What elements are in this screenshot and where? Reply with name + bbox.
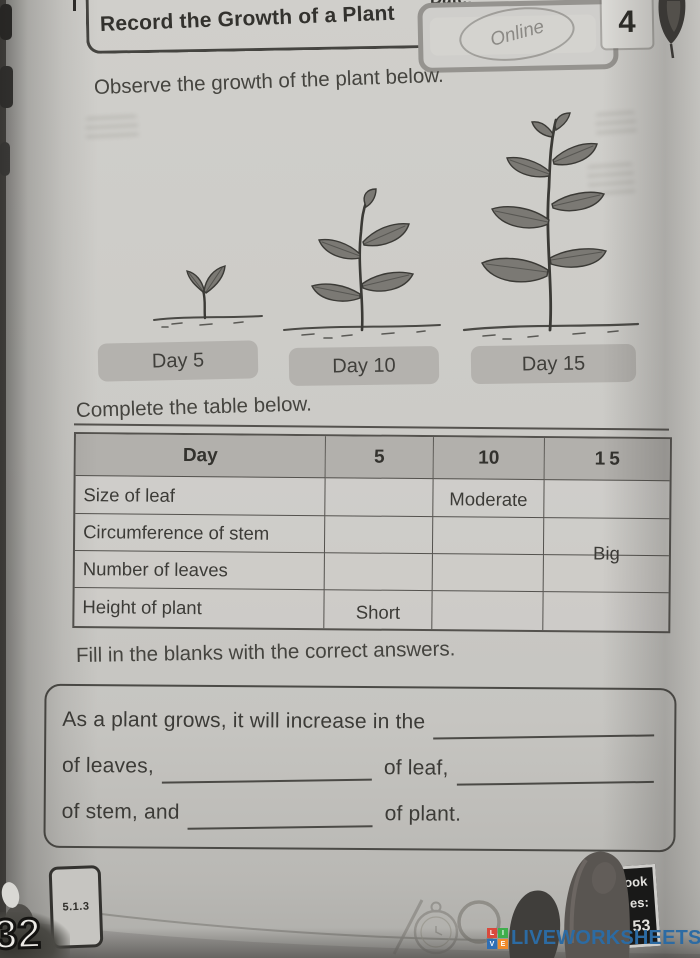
unit-number: 4 xyxy=(618,3,636,40)
plant-illustration-day10 xyxy=(283,188,441,339)
table-header-day: Day xyxy=(75,434,326,479)
fill-line-2: of leaves, of leaf, xyxy=(61,753,658,786)
row-label-circumference: Circumference of stem xyxy=(74,514,326,554)
date-answer-box[interactable]: Online xyxy=(417,0,619,74)
day10-label-pill: Day 10 xyxy=(288,345,440,387)
corner-leaf-illustration xyxy=(658,0,686,59)
photo-edge-blob xyxy=(0,66,13,108)
fill-line-3-text-b: of plant. xyxy=(384,802,462,826)
table-cell-sizeofleaf-day5[interactable] xyxy=(325,478,434,518)
answer-blank-4[interactable] xyxy=(187,801,373,830)
photo-edge-blob xyxy=(0,4,12,40)
handwritten-date: Online xyxy=(487,16,547,51)
liveworksheets-wordmark: LIVEWORKSHEETS xyxy=(511,927,700,949)
liveworksheets-logo-icon: L I V E xyxy=(487,928,508,949)
logo-square-l: L xyxy=(487,928,497,938)
table-cell-sizeofleaf-day10[interactable]: Moderate xyxy=(433,479,545,519)
table-cell-height-day5[interactable]: Short xyxy=(324,590,433,630)
logo-square-i: I xyxy=(498,928,508,938)
table-header-10: 10 xyxy=(433,437,545,481)
unit-number-box: 4 xyxy=(601,0,653,49)
answer-blank-3[interactable] xyxy=(456,756,654,786)
handwritten-scribble-circle: Online xyxy=(456,0,578,68)
plant-illustration-day5 xyxy=(153,265,263,328)
table-cell-numberofleaves-day5[interactable] xyxy=(324,553,433,592)
table-cell-sizeofleaf-day15[interactable] xyxy=(544,480,670,520)
day15-label: Day 15 xyxy=(521,352,586,375)
photo-edge-blob xyxy=(0,142,10,176)
answer-blank-2[interactable] xyxy=(161,754,372,784)
day15-label-pill: Day 15 xyxy=(470,343,637,385)
logo-square-v: V xyxy=(487,939,497,949)
day5-label: Day 5 xyxy=(151,348,205,373)
fill-line-2-text-b: of leaf, xyxy=(383,756,449,780)
table-cell-height-day15[interactable] xyxy=(543,592,668,631)
liveworksheets-watermark[interactable]: L I V E LIVEWORKSHEETS xyxy=(487,927,700,950)
growth-table: Day 5 10 15 Size of leaf Moderate Circum… xyxy=(72,432,672,634)
fill-line-3-text-a: of stem, and xyxy=(61,799,180,824)
row-label-number-of-leaves: Number of leaves xyxy=(74,551,325,591)
row-label-height-of-plant: Height of plant xyxy=(74,588,325,629)
photo-artifact-line xyxy=(73,0,76,11)
table-cell-height-day10[interactable] xyxy=(432,591,544,631)
table-cell-numberofleaves-day10[interactable] xyxy=(432,554,544,593)
table-header-15: 15 xyxy=(544,438,670,482)
fill-line-2-text-a: of leaves, xyxy=(61,753,154,778)
fill-line-1-text: As a plant grows, it will increase in th… xyxy=(62,707,426,734)
fill-blanks-box: As a plant grows, it will increase in th… xyxy=(43,683,677,853)
fill-line-1: As a plant grows, it will increase in th… xyxy=(62,707,658,740)
day5-label-pill: Day 5 xyxy=(97,340,259,382)
logo-square-e: E xyxy=(498,939,508,949)
ink-bleedthrough-smudge xyxy=(85,114,139,144)
day10-label: Day 10 xyxy=(332,354,396,377)
table-cell-circumference-day5[interactable] xyxy=(324,516,434,555)
row-label-size-of-leaf: Size of leaf xyxy=(75,476,326,517)
table-cell-circumference-day10[interactable] xyxy=(432,517,545,556)
answer-blank-1[interactable] xyxy=(432,710,655,740)
table-header-5: 5 xyxy=(325,436,434,480)
plant-illustration-day15 xyxy=(462,112,640,340)
table-cell-circumference-day15[interactable]: Big xyxy=(543,518,670,564)
fill-line-3: of stem, and of plant. xyxy=(61,799,658,830)
page-number: 32 xyxy=(0,908,43,958)
